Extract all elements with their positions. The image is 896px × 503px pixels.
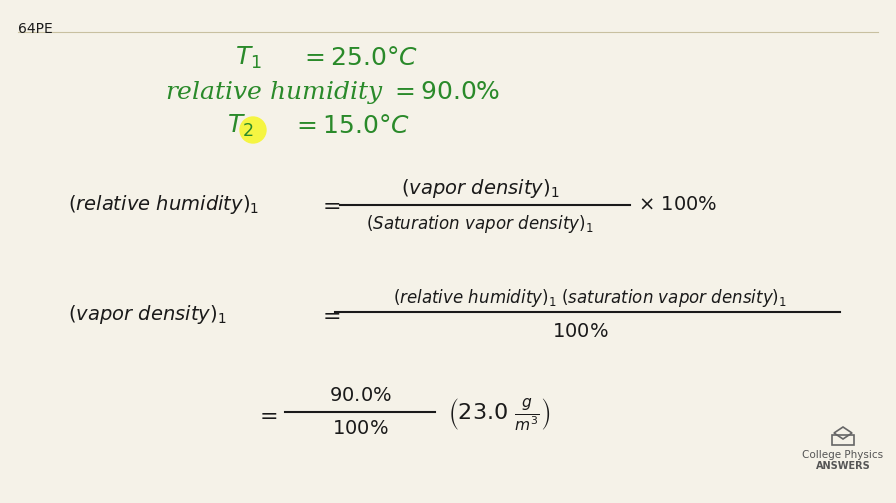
Text: 64PE: 64PE <box>18 22 53 36</box>
Text: $\left(vapor\ density\right)_1$: $\left(vapor\ density\right)_1$ <box>401 177 559 200</box>
Text: $T_1$: $T_1$ <box>235 45 262 71</box>
Text: $=$: $=$ <box>318 304 340 326</box>
Text: $= 25.0\degree C$: $= 25.0\degree C$ <box>300 46 418 69</box>
Text: $=$: $=$ <box>255 404 278 426</box>
Text: $\left(relative\ humidity\right)_1\ \left(saturation\ vapor\ density\right)_1$: $\left(relative\ humidity\right)_1\ \lef… <box>393 287 787 309</box>
Text: $\left(Saturation\ vapor\ density\right)_1$: $\left(Saturation\ vapor\ density\right)… <box>366 213 594 235</box>
Text: $= 15.0\degree C$: $= 15.0\degree C$ <box>292 115 410 137</box>
Text: $\left(23.0\ \frac{g}{m^3}\right)$: $\left(23.0\ \frac{g}{m^3}\right)$ <box>448 396 551 434</box>
Text: $\left(vapor\ density\right)_1$: $\left(vapor\ density\right)_1$ <box>68 303 227 326</box>
Text: $\left(relative\ humidity\right)_1$: $\left(relative\ humidity\right)_1$ <box>68 194 259 216</box>
Text: $=$: $=$ <box>318 194 340 216</box>
Text: $100\%$: $100\%$ <box>552 323 608 341</box>
Text: $\times\ 100\%$: $\times\ 100\%$ <box>638 196 718 214</box>
Text: $T_2$: $T_2$ <box>227 113 254 139</box>
Text: relative humidity $= 90.0\%$: relative humidity $= 90.0\%$ <box>165 78 500 106</box>
Text: ANSWERS: ANSWERS <box>815 461 870 471</box>
Text: College Physics: College Physics <box>803 450 883 460</box>
Text: $90.0\%$: $90.0\%$ <box>329 387 392 405</box>
Text: $100\%$: $100\%$ <box>332 420 388 438</box>
Circle shape <box>240 117 266 143</box>
